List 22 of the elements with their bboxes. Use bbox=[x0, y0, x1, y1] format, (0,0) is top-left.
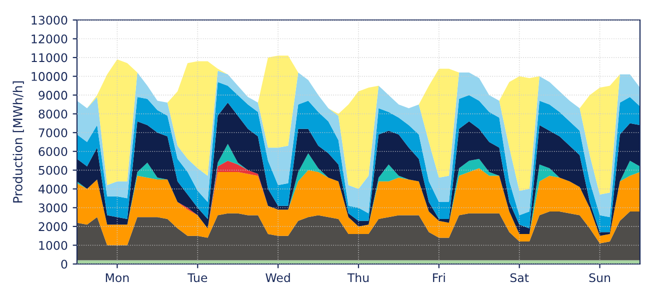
y-tick-label: 4000 bbox=[38, 184, 68, 194]
y-tick-label: 10000 bbox=[32, 72, 68, 81]
y-tick-label: 3000 bbox=[38, 203, 68, 212]
y-tick-label: 13000 bbox=[32, 16, 68, 25]
x-tick-label: Sat bbox=[510, 273, 529, 282]
y-tick-label: 0 bbox=[61, 260, 68, 269]
x-tick-label: Mon bbox=[106, 273, 129, 282]
x-tick-label: Wed bbox=[266, 273, 290, 282]
y-tick-label: 5000 bbox=[38, 166, 68, 175]
y-tick-label: 8000 bbox=[38, 110, 68, 118]
x-tick-label: Sun bbox=[589, 273, 610, 282]
y-tick-label: 7000 bbox=[38, 128, 68, 138]
y-axis-title: Production [MWh/h] bbox=[12, 81, 24, 202]
y-tick-label: 12000 bbox=[32, 34, 68, 44]
y-tick-label: 9000 bbox=[38, 90, 68, 100]
x-tick-label: Fri bbox=[433, 273, 445, 282]
y-tick-label: 11000 bbox=[32, 53, 68, 62]
x-tick-label: Tue bbox=[188, 273, 208, 282]
x-tick-label: Thu bbox=[347, 273, 369, 282]
y-tick-label: 2000 bbox=[38, 222, 68, 232]
y-tick-label: 6000 bbox=[38, 147, 68, 156]
y-tick-label: 1000 bbox=[39, 240, 68, 250]
